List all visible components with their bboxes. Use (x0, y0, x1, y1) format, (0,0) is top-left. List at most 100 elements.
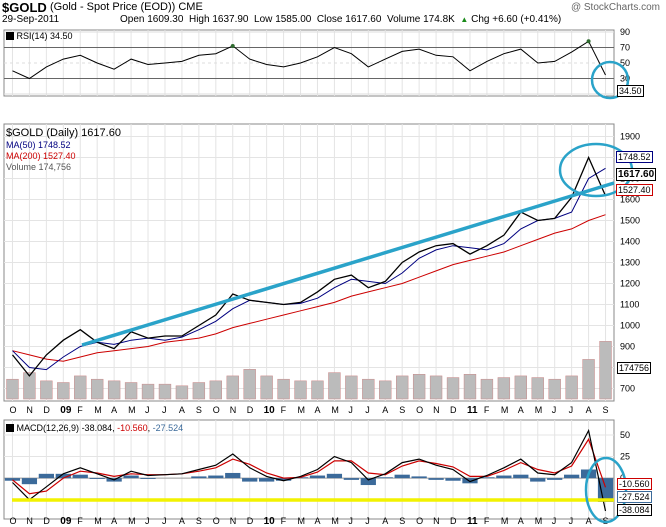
price-tick-label: 1400 (620, 237, 640, 247)
chart-date: 29-Sep-2011 (2, 14, 60, 25)
macd-histogram-bar (496, 475, 512, 479)
volume-bar (345, 375, 358, 400)
chg-value: +6.60 (+0.41%) (492, 14, 562, 25)
close-label: Close (316, 14, 343, 25)
panel-frame-2 (3, 419, 615, 520)
volume-bar (107, 380, 121, 400)
volume-bar (277, 378, 290, 400)
x-tick-label: A (314, 405, 320, 415)
rsi-overbought-mark (230, 43, 235, 48)
price-legend-main: $GOLD (Daily) 1617.60 (6, 127, 121, 139)
ma50-value-label: 1748.52 (616, 151, 653, 163)
volume-bar (243, 369, 256, 400)
x-tick-label: D (247, 405, 254, 415)
macd-legend-macd: -38.084 (81, 423, 113, 433)
macd-histogram-bar (547, 478, 563, 480)
ma200-value-label: 1527.40 (616, 184, 653, 196)
volume-bar (497, 377, 511, 400)
open-value: 1609.30 (147, 14, 184, 25)
macd-histogram-bar (275, 478, 292, 481)
panel-frame-0 (3, 29, 615, 97)
macd-x-tick-label: F (281, 516, 287, 526)
x-tick-label: M (501, 405, 509, 415)
macd-x-tick-label: 10 (264, 516, 276, 527)
x-tick-label: O (213, 405, 220, 415)
x-tick-label: O (416, 405, 423, 415)
volume-bar (226, 375, 239, 400)
macd-histogram-bar (55, 473, 71, 479)
rsi-annotation-circle (590, 60, 630, 100)
price-tick-label: 900 (620, 342, 635, 352)
volume-bar (396, 375, 409, 400)
macd-histogram-bar (38, 473, 54, 479)
macd-histogram-bar (72, 474, 88, 479)
price-legend-ma200: MA(200) 1527.40 (6, 151, 76, 161)
low-label: Low (254, 14, 273, 25)
x-tick-label: J (365, 405, 370, 415)
x-tick-label: M (535, 405, 543, 415)
ma50-line (12, 167, 606, 371)
macd-histogram-bar (445, 478, 461, 481)
price-tick-label: 1900 (620, 132, 640, 142)
macd-x-tick-label: S (196, 516, 202, 526)
price-tick-label: 700 (620, 384, 635, 394)
volume-bar (294, 380, 307, 400)
macd-histogram-bar (597, 478, 614, 502)
macd-x-tick-label: J (365, 516, 370, 526)
volume-bar (23, 372, 36, 400)
volume-bar (599, 341, 612, 400)
rsi-value-label: 34.50 (617, 85, 644, 97)
volume-bar (379, 380, 392, 400)
x-tick-label: M (331, 405, 339, 415)
macd-x-tick-label: J (162, 516, 167, 526)
macd-histogram-bar (89, 478, 105, 479)
volume-bar (74, 375, 87, 400)
x-tick-label: 11 (467, 405, 478, 416)
macd-x-tick-label: M (331, 516, 339, 526)
x-tick-label: 10 (264, 405, 276, 416)
volume-value: 174.8K (423, 14, 455, 25)
volume-bar (91, 378, 104, 400)
macd-x-tick-label: 09 (60, 516, 72, 527)
volume-bar (412, 374, 426, 400)
volume-bar (6, 378, 19, 400)
price-tick-label: 1000 (620, 321, 640, 331)
volume-bar (362, 378, 375, 400)
volume-bar (582, 359, 595, 400)
macd-line (12, 428, 607, 512)
macd-x-tick-label: J (145, 516, 150, 526)
volume-bar (260, 375, 273, 400)
macd-histogram-bar (411, 476, 427, 479)
macd-histogram-bar (4, 478, 21, 481)
macd-x-tick-label: S (399, 516, 405, 526)
macd-x-tick-label: F (77, 516, 83, 526)
x-tick-label: M (128, 405, 136, 415)
macd-signal-line (12, 437, 607, 495)
macd-histogram-bar (564, 474, 580, 479)
price-line (11, 155, 607, 377)
x-tick-label: J (569, 405, 574, 415)
volume-bar (209, 380, 222, 400)
rsi-legend-swatch (6, 32, 14, 40)
macd-x-tick-label: O (416, 516, 423, 526)
macd-legend-hist: -27.524 (152, 423, 184, 433)
macd-x-tick-label: M (128, 516, 136, 526)
price-tick-label: 1500 (620, 216, 640, 226)
macd-histogram-bar (225, 472, 241, 479)
macd-x-tick-label: N (230, 516, 237, 526)
macd-histogram-bar (208, 475, 224, 479)
macd-x-tick-label: A (518, 516, 524, 526)
rsi-tick-label: 30 (620, 74, 630, 84)
volume-bar (192, 382, 206, 400)
rsi-tick-label: 70 (620, 43, 630, 53)
macd-histogram-bar (513, 474, 529, 479)
macd-x-tick-label: M (501, 516, 509, 526)
price-tick-label: 1200 (620, 279, 640, 289)
macd-legend: MACD(12,26,9) -38.084, -10.560, -27.524 (6, 423, 183, 433)
x-tick-label: N (26, 405, 32, 415)
price-legend-volume: Volume 174,756 (6, 162, 72, 172)
macd-legend-name: MACD(12,26,9) (16, 423, 80, 433)
macd-x-tick-label: J (569, 516, 574, 526)
x-tick-label: J (145, 405, 150, 415)
high-label: High (188, 14, 210, 25)
